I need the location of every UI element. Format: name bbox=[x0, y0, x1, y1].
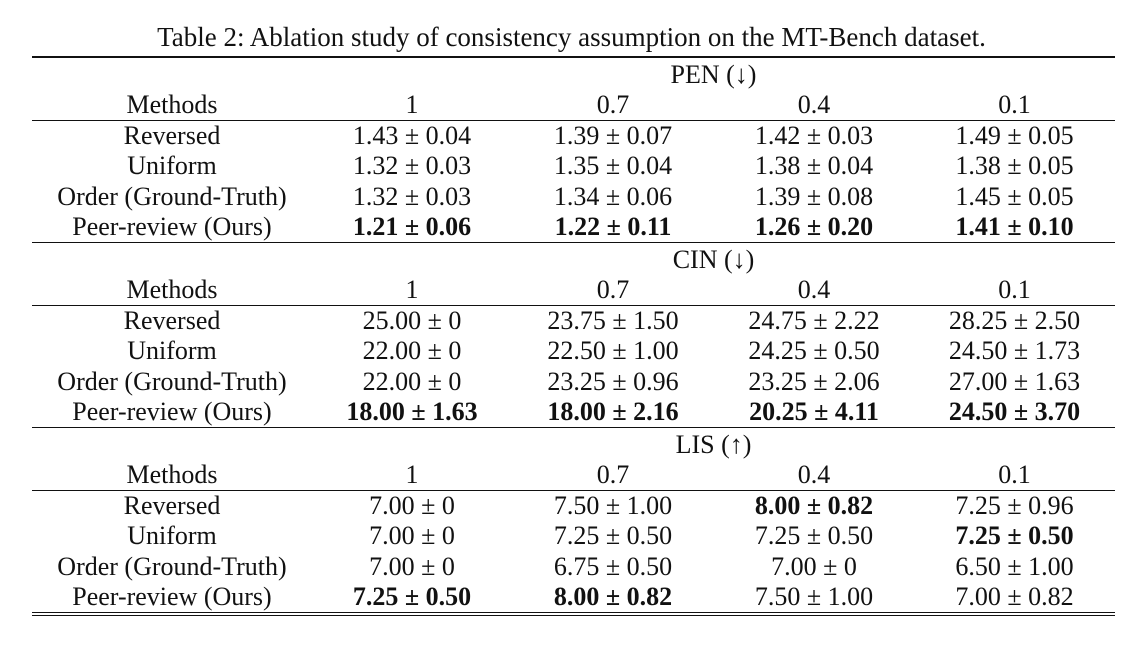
value-cell: 7.00 ± 0 bbox=[771, 551, 857, 581]
column-header: 0.4 bbox=[797, 460, 831, 489]
value-cell: 1.45 ± 0.05 bbox=[955, 181, 1074, 211]
value-cell: 1.34 ± 0.06 bbox=[553, 181, 673, 211]
method-cell: Order (Ground-Truth) bbox=[57, 551, 287, 581]
value-cell-best: 18.00 ± 2.16 bbox=[547, 397, 679, 426]
column-header: 1 bbox=[405, 90, 419, 119]
value-cell: 1.32 ± 0.03 bbox=[352, 181, 472, 211]
value-cell: 22.50 ± 1.00 bbox=[547, 336, 679, 366]
value-cell-best: 1.26 ± 0.20 bbox=[754, 212, 874, 241]
section-title-row: LIS (↑) bbox=[32, 427, 1115, 460]
table-row: Order (Ground-Truth) 7.00 ± 0 6.75 ± 0.5… bbox=[32, 552, 1115, 583]
value-cell: 25.00 ± 0 bbox=[312, 305, 512, 336]
value-cell-best: 8.00 ± 0.82 bbox=[512, 582, 714, 616]
value-cell: 7.25 ± 0.50 bbox=[754, 521, 874, 551]
value-cell-best: 18.00 ± 1.63 bbox=[346, 397, 478, 426]
value-cell: 24.50 ± 1.73 bbox=[948, 336, 1081, 366]
value-cell: 1.38 ± 0.05 bbox=[955, 151, 1074, 181]
table-row: Uniform 1.32 ± 0.03 1.35 ± 0.04 1.38 ± 0… bbox=[32, 151, 1115, 182]
value-cell: 22.00 ± 0 bbox=[362, 366, 462, 396]
column-header: 0.7 bbox=[596, 90, 630, 119]
value-cell: 7.00 ± 0 bbox=[369, 551, 455, 581]
value-cell-best: 24.50 ± 3.70 bbox=[948, 397, 1081, 426]
table-row: Peer-review (Ours) 1.21 ± 0.06 1.22 ± 0.… bbox=[32, 212, 1115, 243]
value-cell: 1.43 ± 0.04 bbox=[312, 120, 512, 151]
table-row: Reversed 7.00 ± 0 7.50 ± 1.00 8.00 ± 0.8… bbox=[32, 490, 1115, 521]
column-header: 1 bbox=[405, 275, 419, 304]
method-cell: Order (Ground-Truth) bbox=[57, 181, 287, 211]
method-cell: Peer-review (Ours) bbox=[72, 397, 272, 426]
table-row: Reversed 1.43 ± 0.04 1.39 ± 0.07 1.42 ± … bbox=[32, 120, 1115, 151]
method-cell: Reversed bbox=[32, 305, 312, 336]
method-cell: Reversed bbox=[32, 490, 312, 521]
value-cell: 1.39 ± 0.07 bbox=[512, 120, 714, 151]
method-cell: Peer-review (Ours) bbox=[72, 212, 272, 241]
column-header: 0.7 bbox=[596, 460, 630, 489]
value-cell-best: 1.21 ± 0.06 bbox=[352, 212, 472, 241]
value-cell: 23.25 ± 2.06 bbox=[748, 366, 880, 396]
value-cell: 1.32 ± 0.03 bbox=[352, 151, 472, 181]
value-cell-best: 1.41 ± 0.10 bbox=[955, 212, 1074, 241]
value-cell: 6.75 ± 0.50 bbox=[553, 551, 673, 581]
value-cell: 7.00 ± 0 bbox=[312, 490, 512, 521]
value-cell: 1.35 ± 0.04 bbox=[553, 151, 673, 181]
column-header: 0.1 bbox=[998, 275, 1031, 304]
table-row: Uniform 22.00 ± 0 22.50 ± 1.00 24.25 ± 0… bbox=[32, 336, 1115, 367]
value-cell: 7.50 ± 1.00 bbox=[512, 490, 714, 521]
header-row: Methods 1 0.7 0.4 0.1 bbox=[32, 275, 1115, 306]
value-cell: 23.25 ± 0.96 bbox=[547, 366, 679, 396]
value-cell: 24.75 ± 2.22 bbox=[714, 305, 914, 336]
value-cell: 7.25 ± 0.50 bbox=[553, 521, 673, 551]
method-cell: Uniform bbox=[127, 151, 217, 181]
method-cell: Uniform bbox=[127, 336, 217, 366]
column-header: 0.4 bbox=[797, 275, 831, 304]
method-cell: Peer-review (Ours) bbox=[32, 582, 312, 616]
value-cell: 7.00 ± 0 bbox=[369, 521, 455, 551]
value-cell: 24.25 ± 0.50 bbox=[748, 336, 880, 366]
section-title-row: CIN (↓) bbox=[32, 242, 1115, 275]
value-cell-best: 20.25 ± 4.11 bbox=[749, 397, 879, 426]
value-cell: 27.00 ± 1.63 bbox=[948, 366, 1081, 396]
value-cell: 1.42 ± 0.03 bbox=[714, 120, 914, 151]
value-cell: 7.00 ± 0.82 bbox=[914, 582, 1115, 616]
column-header: 0.1 bbox=[998, 460, 1031, 489]
column-header: Methods bbox=[126, 275, 218, 304]
value-cell-best: 7.25 ± 0.50 bbox=[312, 582, 512, 616]
table-row: Peer-review (Ours) 7.25 ± 0.50 8.00 ± 0.… bbox=[32, 582, 1115, 616]
section-title: CIN (↓) bbox=[312, 242, 1115, 275]
value-cell-best: 8.00 ± 0.82 bbox=[714, 490, 914, 521]
value-cell: 23.75 ± 1.50 bbox=[512, 305, 714, 336]
value-cell: 1.38 ± 0.04 bbox=[754, 151, 874, 181]
table-row: Peer-review (Ours) 18.00 ± 1.63 18.00 ± … bbox=[32, 397, 1115, 428]
header-row: Methods 1 0.7 0.4 0.1 bbox=[32, 460, 1115, 491]
method-cell: Reversed bbox=[32, 120, 312, 151]
value-cell-best: 7.25 ± 0.50 bbox=[955, 521, 1074, 551]
column-header: 0.7 bbox=[596, 275, 630, 304]
header-row: Methods 1 0.7 0.4 0.1 bbox=[32, 90, 1115, 121]
table-row: Uniform 7.00 ± 0 7.25 ± 0.50 7.25 ± 0.50… bbox=[32, 521, 1115, 552]
section-title: PEN (↓) bbox=[312, 56, 1115, 90]
ablation-table: PEN (↓) Methods 1 0.7 0.4 0.1 Reversed 1… bbox=[32, 56, 1115, 616]
method-cell: Order (Ground-Truth) bbox=[57, 366, 287, 396]
column-header: 1 bbox=[405, 460, 419, 489]
column-header: 0.1 bbox=[998, 90, 1031, 119]
value-cell: 7.25 ± 0.96 bbox=[914, 490, 1115, 521]
table-row: Order (Ground-Truth) 22.00 ± 0 23.25 ± 0… bbox=[32, 367, 1115, 398]
value-cell: 6.50 ± 1.00 bbox=[955, 551, 1074, 581]
column-header: Methods bbox=[126, 460, 218, 489]
value-cell: 1.39 ± 0.08 bbox=[754, 181, 874, 211]
table-caption: Table 2: Ablation study of consistency a… bbox=[157, 22, 986, 52]
column-header: 0.4 bbox=[797, 90, 831, 119]
section-title: LIS (↑) bbox=[312, 427, 1115, 460]
table-row: Reversed 25.00 ± 0 23.75 ± 1.50 24.75 ± … bbox=[32, 305, 1115, 336]
value-cell: 28.25 ± 2.50 bbox=[914, 305, 1115, 336]
method-cell: Uniform bbox=[127, 521, 217, 551]
value-cell: 1.49 ± 0.05 bbox=[914, 120, 1115, 151]
value-cell-best: 1.22 ± 0.11 bbox=[554, 212, 672, 241]
column-header: Methods bbox=[126, 90, 218, 119]
table-row: Order (Ground-Truth) 1.32 ± 0.03 1.34 ± … bbox=[32, 182, 1115, 213]
value-cell: 7.50 ± 1.00 bbox=[714, 582, 914, 616]
section-title-row: PEN (↓) bbox=[32, 56, 1115, 90]
value-cell: 22.00 ± 0 bbox=[362, 336, 462, 366]
